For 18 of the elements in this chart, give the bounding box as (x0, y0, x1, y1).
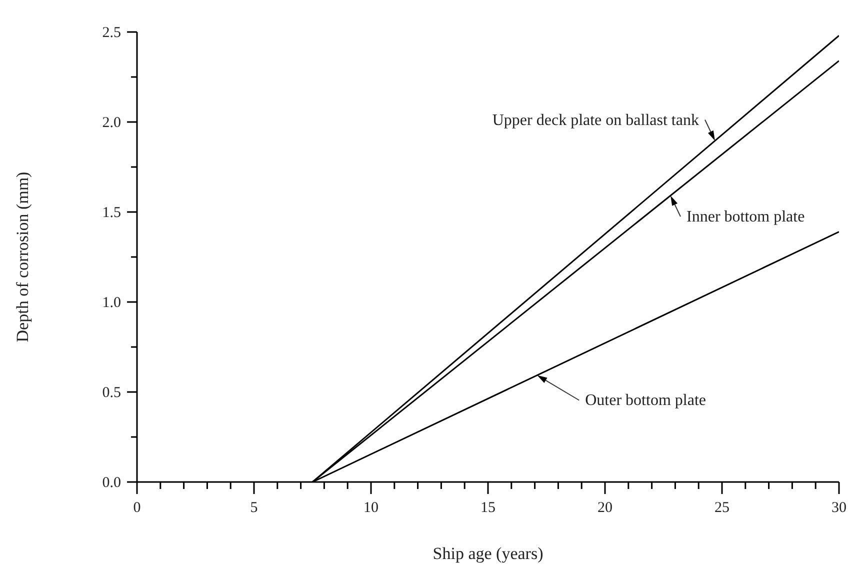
x-tick-label: 15 (480, 500, 496, 516)
y-tick-label: 1.0 (102, 295, 121, 311)
y-tick-label: 2.0 (102, 115, 121, 131)
y-tick-label: 0.5 (102, 385, 121, 401)
x-axis-title: Ship age (years) (432, 544, 544, 563)
series-label: Inner bottom plate (686, 208, 805, 226)
y-axis-title: Depth of corrosion (mm) (13, 172, 32, 342)
x-tick-label: 0 (133, 500, 141, 516)
x-tick-label: 10 (364, 500, 378, 516)
text: Outer bottom plate (585, 392, 706, 410)
y-tick-label: 0.0 (102, 475, 121, 491)
x-tick-label: 20 (598, 500, 612, 516)
y-tick-label: 1.5 (102, 205, 121, 221)
x-tick-label: 25 (714, 500, 730, 516)
x-tick-label: 30 (832, 500, 846, 516)
x-tick-label: 5 (250, 500, 258, 516)
y-tick-label: 2.5 (102, 25, 121, 41)
series-label: Upper deck plate on ballast tank (492, 112, 699, 129)
